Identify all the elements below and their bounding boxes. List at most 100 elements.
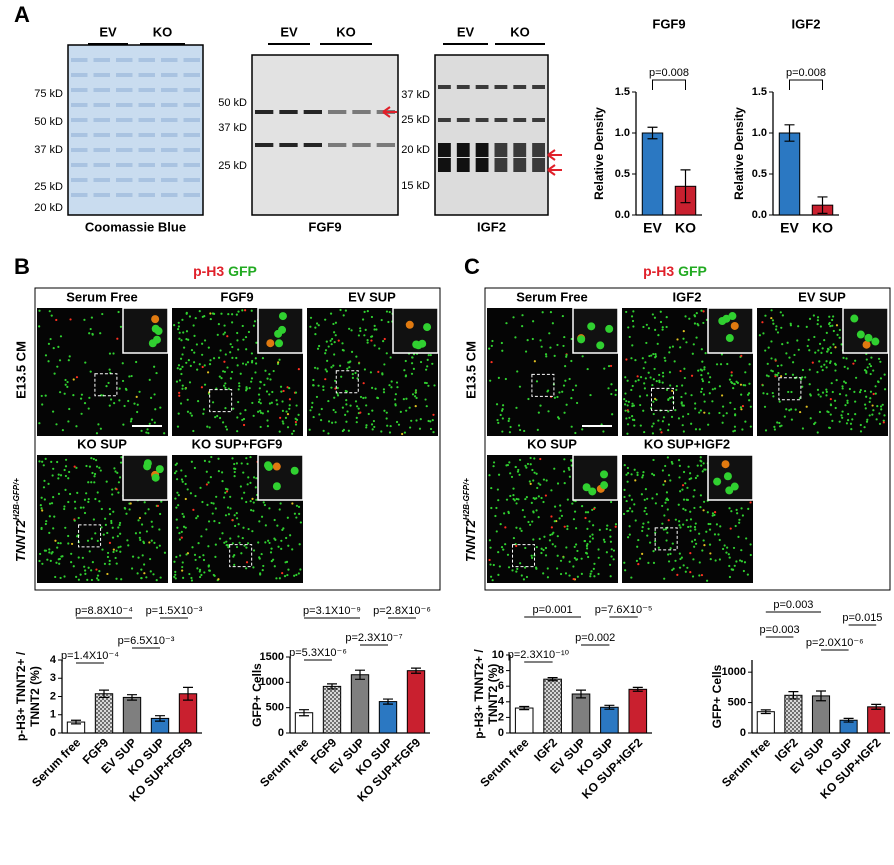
nucleus	[241, 362, 245, 365]
nucleus	[389, 356, 392, 359]
nucleus	[869, 364, 873, 368]
nucleus	[223, 370, 226, 373]
bar	[378, 701, 398, 734]
nucleus	[603, 540, 606, 543]
nucleus	[740, 393, 743, 396]
nucleus	[151, 525, 154, 528]
nucleus	[174, 570, 177, 573]
nucleus	[561, 390, 564, 393]
nucleus	[362, 396, 365, 400]
error-bar	[99, 689, 109, 699]
nucleus	[371, 428, 374, 431]
nucleus	[90, 537, 93, 540]
nucleus	[825, 366, 828, 369]
nucleus	[63, 575, 66, 578]
nucleus	[726, 546, 729, 549]
nucleus	[603, 367, 606, 370]
nucleus	[787, 390, 790, 394]
nucleus	[251, 359, 254, 363]
nucleus	[828, 321, 831, 325]
nucleus	[286, 573, 289, 577]
nucleus	[681, 384, 684, 387]
nucleus	[247, 476, 250, 479]
nucleus	[628, 533, 631, 536]
nucleus	[385, 310, 389, 313]
nucleus	[275, 399, 278, 402]
nucleus	[707, 423, 710, 426]
nucleus	[832, 315, 835, 318]
nucleus	[175, 462, 179, 465]
nucleus	[793, 353, 796, 357]
nucleus	[842, 356, 845, 359]
band	[138, 103, 155, 107]
nucleus	[526, 462, 530, 466]
bar	[514, 707, 534, 734]
nucleus	[566, 498, 569, 501]
nucleus	[206, 371, 210, 374]
nucleus	[591, 533, 594, 536]
nucleus	[844, 381, 847, 384]
nucleus	[41, 509, 44, 512]
label: 1	[50, 709, 56, 721]
nucleus	[586, 367, 589, 371]
label: KO	[510, 24, 530, 39]
p-value: p=6.5X10⁻³	[118, 635, 175, 647]
nucleus	[63, 392, 66, 395]
nucleus	[357, 334, 361, 337]
nucleus	[556, 395, 559, 399]
nucleus	[607, 387, 610, 390]
zoom-box	[654, 527, 678, 551]
zoom-box	[94, 373, 118, 397]
nucleus	[254, 357, 257, 360]
nucleus	[374, 387, 377, 390]
nucleus	[711, 514, 714, 517]
nucleus	[118, 523, 121, 527]
nucleus	[661, 522, 664, 525]
label: 500	[266, 702, 284, 714]
nucleus	[332, 408, 335, 412]
nucleus	[518, 458, 522, 462]
nucleus	[149, 570, 152, 573]
nucleus	[48, 515, 51, 518]
label: Serum free	[719, 735, 773, 789]
nucleus	[257, 541, 260, 544]
label: Serum free	[29, 735, 83, 789]
nucleus	[630, 415, 634, 418]
nucleus	[797, 325, 800, 328]
nucleus	[535, 380, 539, 383]
band	[71, 73, 88, 77]
nucleus	[324, 318, 327, 321]
nucleus	[87, 500, 90, 503]
nucleus	[116, 337, 119, 340]
nucleus	[786, 341, 789, 344]
nucleus	[97, 578, 100, 582]
nucleus	[636, 545, 639, 548]
nucleus	[596, 341, 605, 350]
nucleus	[693, 525, 697, 529]
nucleus	[113, 467, 116, 470]
nucleus	[51, 551, 54, 554]
nucleus	[94, 532, 97, 535]
nucleus	[205, 470, 208, 473]
nucleus	[153, 365, 156, 368]
nucleus	[186, 398, 189, 401]
nucleus	[863, 403, 867, 406]
nucleus	[690, 477, 693, 480]
nucleus	[568, 475, 571, 478]
nucleus	[325, 340, 328, 343]
nucleus	[203, 364, 206, 367]
nucleus	[721, 460, 730, 469]
nucleus	[181, 353, 184, 356]
nucleus	[155, 579, 158, 582]
nucleus	[702, 310, 705, 313]
nucleus	[90, 457, 93, 460]
nucleus	[657, 419, 660, 422]
nucleus	[113, 402, 116, 405]
nucleus	[223, 384, 226, 387]
nucleus	[789, 322, 792, 325]
nucleus	[115, 577, 118, 580]
nucleus	[330, 366, 333, 369]
nucleus	[700, 464, 703, 467]
label: KO	[675, 220, 696, 236]
nucleus	[496, 418, 499, 422]
